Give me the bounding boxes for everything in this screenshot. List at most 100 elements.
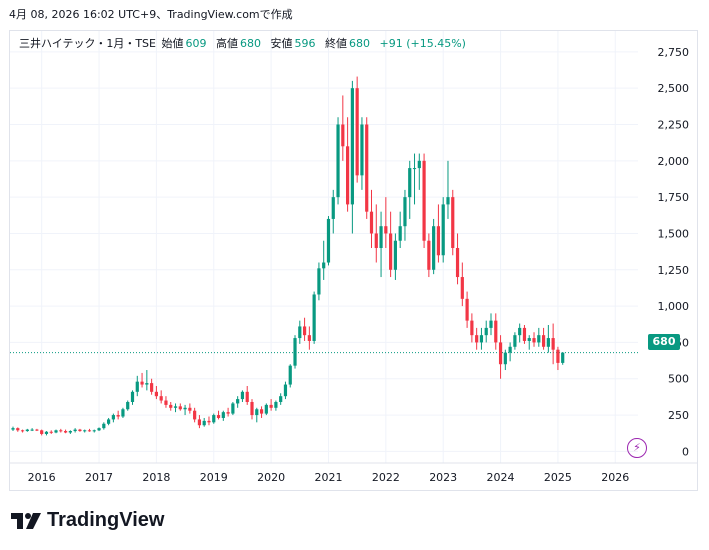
lightning-icon[interactable]: ⚡ xyxy=(627,438,647,458)
candle-body-down xyxy=(451,197,455,248)
candle-body-up xyxy=(102,423,106,429)
candle-body-up xyxy=(231,403,235,414)
candle-body-down xyxy=(522,327,527,341)
candle-body-down xyxy=(307,335,311,341)
candle-body-up xyxy=(121,409,125,417)
candle-body-up xyxy=(183,407,187,410)
y-tick-label: 1,500 xyxy=(658,227,690,240)
candle-body-down xyxy=(250,401,254,416)
candle-body-down xyxy=(556,349,560,363)
candle-body-down xyxy=(455,247,460,278)
candle-body-down xyxy=(365,124,369,212)
high-value: 680 xyxy=(240,37,261,50)
candle-body-down xyxy=(498,342,503,365)
y-tick-label: 250 xyxy=(668,409,689,422)
candle-body-down xyxy=(87,430,92,432)
candle-body-up xyxy=(236,399,240,404)
candle-body-down xyxy=(178,406,182,410)
y-tick-label: 0 xyxy=(682,445,689,458)
candle-body-down xyxy=(460,277,464,299)
candle-body-up xyxy=(107,419,111,424)
brand-name: TradingView xyxy=(47,509,165,531)
chart-caption: 4月 08, 2026 16:02 UTC+9、TradingView.comで… xyxy=(9,8,293,21)
close-value: 680 xyxy=(349,37,370,50)
tradingview-logo[interactable]: TradingView xyxy=(11,509,164,532)
candle-body-up xyxy=(546,338,550,347)
y-tick-label: 2,250 xyxy=(658,119,690,132)
candle-body-up xyxy=(417,160,421,169)
x-tick-label: 2024 xyxy=(487,471,515,484)
candle-body-up xyxy=(68,431,72,433)
symbol-label[interactable]: 三井ハイテック・1月・TSE xyxy=(19,37,156,50)
candle-body-up xyxy=(317,268,321,295)
candle-body-up xyxy=(25,429,29,432)
candle-body-up xyxy=(111,415,115,420)
candle-body-down xyxy=(302,326,307,336)
candlestick-chart[interactable]: 02505007501,0001,2501,5001,7502,0002,250… xyxy=(10,31,698,491)
candle-body-up xyxy=(283,384,288,397)
candle-body-down xyxy=(207,420,211,423)
candle-body-down xyxy=(532,338,536,343)
candle-body-up xyxy=(255,409,259,416)
candle-body-up xyxy=(336,124,340,198)
candle-body-up xyxy=(489,320,493,328)
candle-body-up xyxy=(135,381,139,392)
candle-body-down xyxy=(465,298,469,321)
candle-body-up xyxy=(393,240,397,270)
x-tick-label: 2020 xyxy=(257,471,285,484)
high-label: 高値 xyxy=(216,37,238,50)
candle-body-down xyxy=(193,410,197,420)
chart-frame[interactable]: 02505007501,0001,2501,5001,7502,0002,250… xyxy=(9,30,698,491)
candle-body-down xyxy=(40,430,44,434)
candle-body-up xyxy=(537,335,541,343)
candle-body-down xyxy=(369,211,374,234)
candle-body-down xyxy=(150,383,154,392)
candle-body-down xyxy=(169,404,173,408)
candle-body-up xyxy=(221,412,225,418)
candle-body-up xyxy=(202,420,206,426)
candle-body-down xyxy=(470,320,474,336)
candle-body-down xyxy=(269,404,273,408)
candle-body-down xyxy=(63,431,68,433)
candle-body-down xyxy=(16,428,20,431)
candle-body-up xyxy=(432,226,436,270)
candle-body-up xyxy=(288,365,292,385)
candle-body-down xyxy=(216,415,221,418)
open-label: 始値 xyxy=(161,37,184,50)
candle-body-up xyxy=(331,197,335,219)
candle-body-up xyxy=(97,428,101,431)
x-tick-label: 2016 xyxy=(28,471,56,484)
candle-body-up xyxy=(293,338,297,366)
candle-body-up xyxy=(527,338,531,341)
candle-body-down xyxy=(20,430,25,432)
candle-body-down xyxy=(427,240,431,270)
candle-body-up xyxy=(173,406,178,408)
y-tick-label: 2,500 xyxy=(658,82,690,95)
candle-body-down xyxy=(159,396,163,401)
candle-body-down xyxy=(245,391,249,402)
candle-body-up xyxy=(446,197,450,205)
candle-body-up xyxy=(298,326,302,339)
close-label: 終値 xyxy=(325,37,347,50)
candle-body-down xyxy=(78,429,82,432)
ohlc-legend: 三井ハイテック・1月・TSE 始値 609 高値 680 安値 596 終値 680 +… xyxy=(19,35,472,51)
candle-body-down xyxy=(116,415,120,417)
candle-body-down xyxy=(475,335,479,343)
low-value: 596 xyxy=(294,37,316,50)
candle-body-down xyxy=(389,233,393,270)
candle-body-up xyxy=(130,391,135,402)
x-tick-label: 2017 xyxy=(85,471,113,484)
candle-body-up xyxy=(126,401,130,410)
candle-body-up xyxy=(44,431,49,434)
candle-body-down xyxy=(384,226,388,234)
candle-body-up xyxy=(479,335,484,343)
change-value: +91 (+15.45%) xyxy=(379,37,466,50)
candle-body-down xyxy=(422,160,426,241)
y-tick-label: 500 xyxy=(668,373,689,386)
candle-body-down xyxy=(551,338,555,350)
candle-body-down xyxy=(436,226,441,256)
open-value: 609 xyxy=(185,37,207,50)
candle-body-up xyxy=(83,430,87,432)
candle-body-down xyxy=(259,409,264,414)
candle-body-down xyxy=(374,233,378,248)
